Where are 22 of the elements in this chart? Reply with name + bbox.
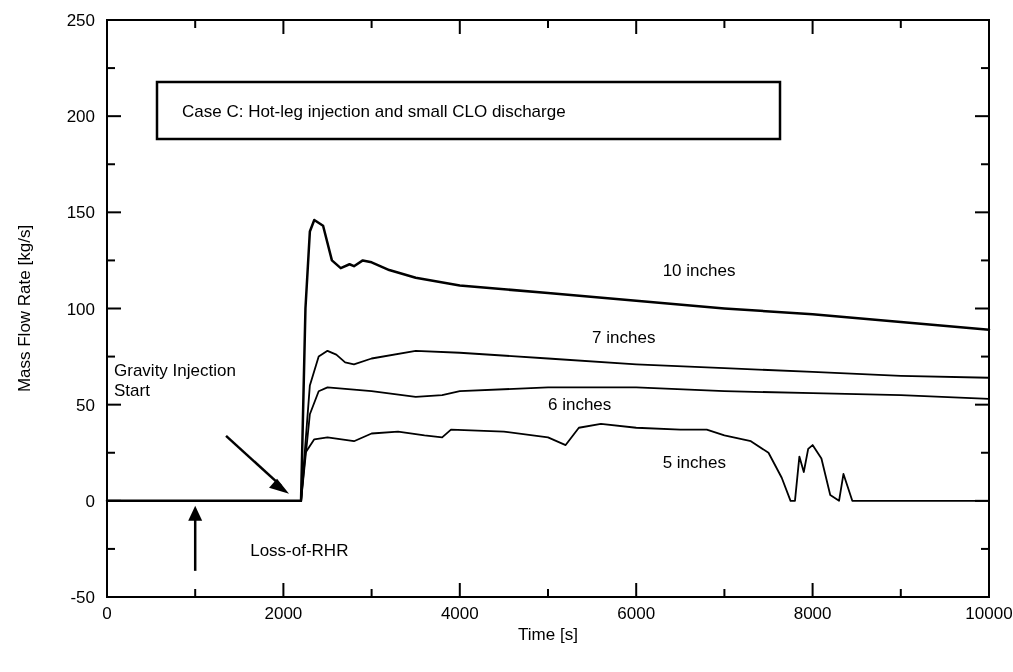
x-tick-label: 4000	[440, 604, 479, 623]
y-tick-label: 150	[66, 203, 95, 223]
series-label: 10 inches	[662, 260, 736, 280]
y-tick-label: 250	[66, 11, 95, 30]
x-tick-label: 2000	[264, 604, 303, 623]
y-tick-label: 100	[66, 299, 95, 319]
x-axis-title: Time [s]	[518, 625, 578, 644]
text: Case C: Hot-leg injection and small CLO discharge	[182, 102, 566, 121]
y-tick-label: 200	[66, 107, 95, 127]
series-label: 6 inches	[548, 395, 612, 415]
x-tick-label: 0	[102, 604, 112, 623]
y-tick-label: 50	[76, 395, 95, 415]
annotation: Gravity Injection Start	[114, 360, 236, 400]
series-label: 7 inches	[592, 328, 656, 348]
y-tick-label: 0	[85, 491, 95, 511]
y-axis-title: Mass Flow Rate [kg/s]	[15, 224, 34, 393]
x-tick-label: 10000	[965, 604, 1013, 623]
x-tick-label: 8000	[793, 604, 832, 623]
x-tick-label: 6000	[617, 604, 656, 623]
series-label: 5 inches	[662, 453, 726, 473]
y-tick-label: -50	[70, 588, 95, 607]
annotation: Loss-of-RHR	[250, 540, 349, 560]
